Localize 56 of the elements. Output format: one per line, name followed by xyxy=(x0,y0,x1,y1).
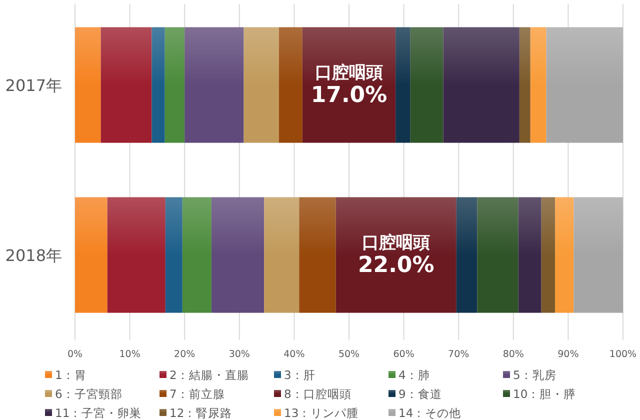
bar xyxy=(456,197,478,313)
legend-label: 7：前立腺 xyxy=(170,387,225,401)
bar xyxy=(100,27,152,143)
bar xyxy=(546,27,623,143)
legend-label: 2：結腸・直腸 xyxy=(170,368,249,382)
bar xyxy=(264,197,300,313)
x-tick-label: 50% xyxy=(338,349,360,360)
bar xyxy=(336,197,456,313)
bar xyxy=(477,197,518,313)
x-tick-label: 10% xyxy=(119,349,140,360)
legend-label: 14：その他 xyxy=(398,406,462,420)
x-tick-label: 60% xyxy=(393,349,414,360)
y-tick-label: 2018年 xyxy=(5,246,62,265)
x-tick-label: 30% xyxy=(228,349,250,360)
bar xyxy=(299,197,336,313)
bar xyxy=(518,197,542,313)
bar xyxy=(165,197,182,313)
legend-label: 13：リンパ腫 xyxy=(284,406,359,420)
x-tick-label: 90% xyxy=(558,349,579,360)
data-label: 口腔咽頭 17.0% xyxy=(310,62,388,108)
bar xyxy=(519,27,530,143)
legend-label: 6：子宮頸部 xyxy=(55,387,122,401)
bar xyxy=(107,197,166,313)
legend-label: 8：口腔咽頭 xyxy=(284,387,352,401)
bar xyxy=(443,27,520,143)
x-tick-label: 0% xyxy=(67,349,83,360)
x-tick-label: 40% xyxy=(284,349,305,360)
bar xyxy=(541,197,556,313)
legend-label: 1：胃 xyxy=(55,368,86,382)
legend-label: 4：肺 xyxy=(398,368,430,382)
legend-label: 9：食道 xyxy=(398,387,442,401)
legend-label: 3：肝 xyxy=(284,368,316,382)
bar xyxy=(75,197,108,313)
bar xyxy=(278,27,302,143)
x-tick-label: 70% xyxy=(448,349,470,360)
legend-label: 11：子宮・卵巣 xyxy=(55,406,142,420)
legend-label: 10：胆・膵 xyxy=(513,387,576,401)
legend-label: 12：腎尿路 xyxy=(170,406,232,420)
bar xyxy=(530,27,546,143)
legend-label: 5：乳房 xyxy=(513,368,556,382)
bar xyxy=(184,27,244,143)
bar xyxy=(152,27,165,143)
x-tick-label: 100% xyxy=(609,349,637,360)
x-tick-label: 80% xyxy=(502,349,524,360)
bar xyxy=(555,197,574,313)
bar xyxy=(164,27,185,143)
x-tick-label: 20% xyxy=(174,349,196,360)
bar xyxy=(574,197,623,313)
bar xyxy=(211,197,264,313)
data-label: 口腔咽頭 22.0% xyxy=(358,232,434,278)
bar xyxy=(244,27,279,143)
bar xyxy=(396,27,410,143)
y-tick-label: 2017年 xyxy=(5,76,62,95)
bar xyxy=(182,197,212,313)
bar xyxy=(75,27,101,143)
bar xyxy=(410,27,444,143)
